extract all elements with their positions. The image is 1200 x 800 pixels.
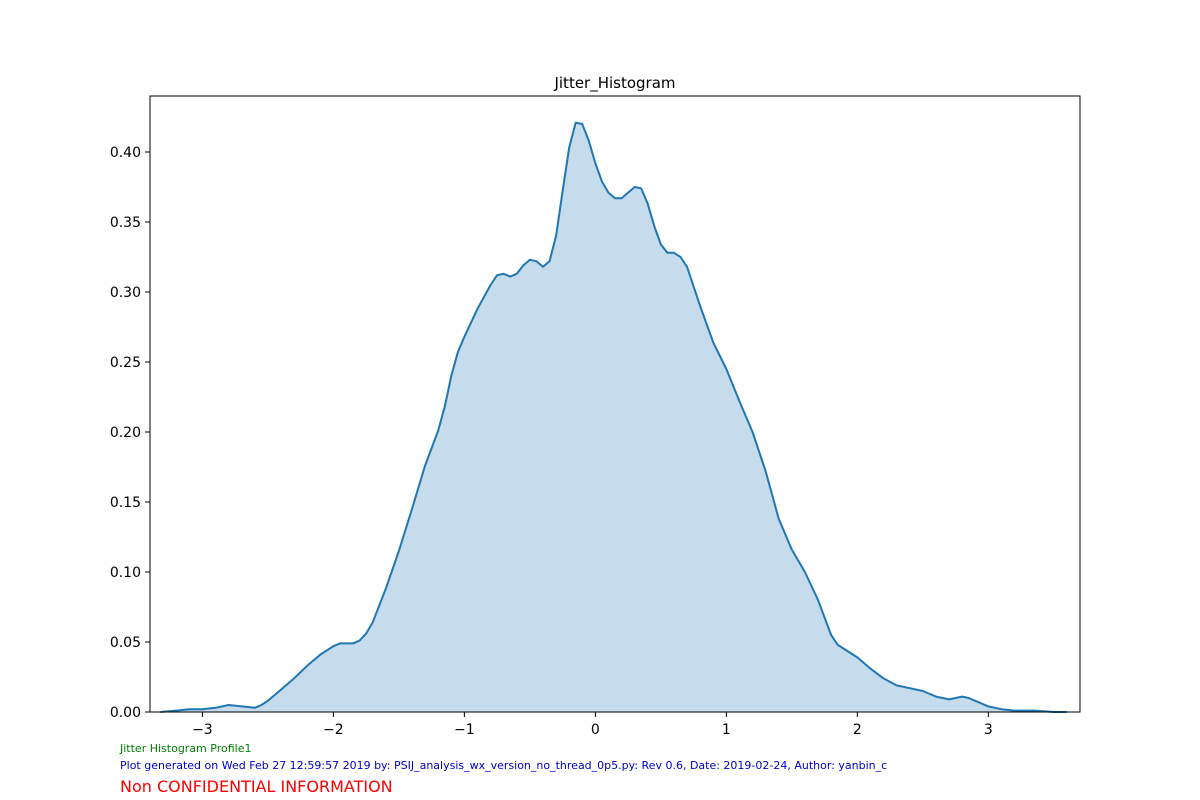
y-tick-label: 0.05	[110, 635, 141, 651]
x-tick-label: 1	[722, 722, 731, 738]
density-fill-area	[160, 122, 1067, 713]
y-tick-label: 0.20	[110, 425, 141, 441]
footer-generated-info: Plot generated on Wed Feb 27 12:59:57 20…	[120, 759, 888, 772]
x-tick-label: 3	[984, 722, 993, 738]
plot-frame	[149, 95, 1081, 713]
x-tick-label: −1	[454, 722, 475, 738]
y-tick-label: 0.40	[110, 145, 141, 161]
density-curve-line	[160, 121, 1067, 713]
axes: −3 −2 −1 0 1 2 3 0.00 0.05 0.10 0.15 0.20 0.25 0.30 0.…	[110, 145, 993, 738]
chart-title: Jitter_Histogram	[553, 74, 675, 93]
x-tick-label: −2	[323, 722, 344, 738]
x-tick-label: 2	[853, 722, 862, 738]
y-tick-label: 0.10	[110, 565, 141, 581]
footer-profile-label: Jitter Histogram Profile1	[120, 742, 252, 755]
y-tick-label: 0.35	[110, 215, 141, 231]
x-tick-label: 0	[591, 722, 600, 738]
footer-confidential-notice: Non CONFIDENTIAL INFORMATION	[120, 777, 393, 796]
y-tick-label: 0.30	[110, 285, 141, 301]
x-tick-label: −3	[192, 722, 213, 738]
y-tick-label: 0.15	[110, 495, 141, 511]
plot-area	[160, 121, 1067, 713]
y-tick-label: 0.00	[110, 705, 141, 721]
y-tick-label: 0.25	[110, 355, 141, 371]
